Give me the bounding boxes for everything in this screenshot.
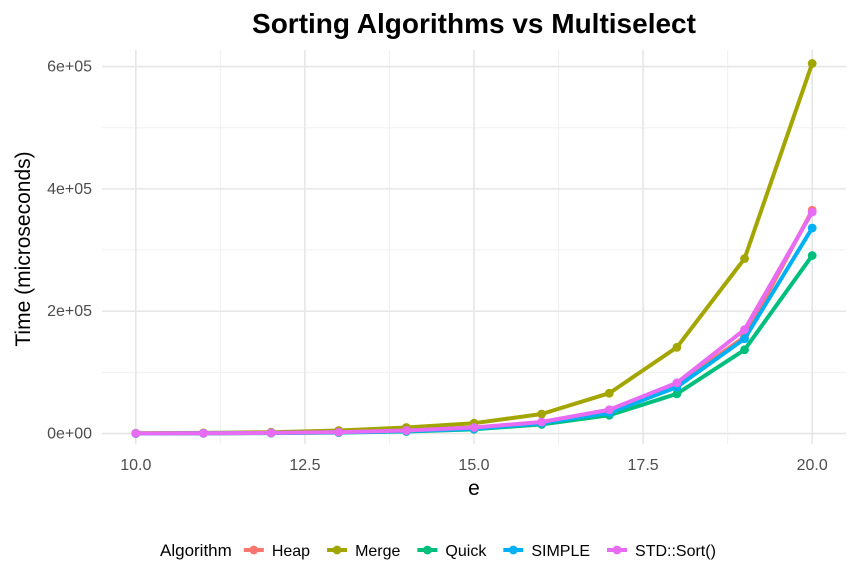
series-layer <box>131 59 817 438</box>
tick-layer: 10.0 12.5 15.0 17.5 20.0 0e+00 2e+05 4e+05 6e+05 <box>47 59 828 474</box>
y-tick-label: 4e+05 <box>47 181 92 198</box>
x-tick-label: 15.0 <box>458 457 489 474</box>
legend-label: STD::Sort() <box>635 543 716 560</box>
legend-label: Merge <box>355 543 400 560</box>
data-point-simple <box>807 223 817 233</box>
legend-item-heap: Heap <box>243 543 310 560</box>
data-point-std-sort <box>266 428 276 438</box>
data-point-merge <box>740 254 749 264</box>
legend-item-quick: Quick <box>417 543 487 560</box>
data-point-std-sort <box>469 423 479 432</box>
legend-label: Heap <box>272 543 310 560</box>
data-point-std-sort <box>401 426 411 435</box>
legend-label: SIMPLE <box>531 543 590 560</box>
x-tick-label: 20.0 <box>797 457 828 474</box>
legend: Algorithm Heap Merge Quick SIMPLE STD::Sort(… <box>160 541 716 560</box>
data-point-std-sort <box>740 325 749 334</box>
data-point-quick <box>672 389 682 399</box>
series-std-sort <box>131 207 817 438</box>
legend-key-point <box>332 545 342 555</box>
data-point-std-sort <box>672 378 682 388</box>
x-axis-title: e <box>468 477 480 500</box>
x-tick-label: 17.5 <box>628 457 659 474</box>
y-tick-label: 6e+05 <box>47 59 92 76</box>
data-point-merge <box>807 59 817 68</box>
data-point-std-sort <box>334 427 344 437</box>
legend-label: Quick <box>445 543 487 560</box>
x-tick-label: 12.5 <box>289 457 320 474</box>
legend-item-merge: Merge <box>327 543 401 560</box>
data-point-std-sort <box>807 207 817 217</box>
y-tick-label: 0e+00 <box>47 426 92 443</box>
legend-key-point <box>508 545 518 555</box>
y-axis-title: Time (microseconds) <box>12 151 35 346</box>
data-point-std-sort <box>604 405 614 415</box>
chart-title: Sorting Algorithms vs Multiselect <box>252 8 696 39</box>
data-point-quick <box>740 345 749 355</box>
grid-layer <box>102 50 846 444</box>
legend-key-point <box>249 545 259 555</box>
data-point-merge <box>537 409 547 419</box>
y-tick-label: 2e+05 <box>47 303 92 320</box>
data-point-std-sort <box>537 417 547 427</box>
data-point-quick <box>807 251 817 260</box>
data-point-std-sort <box>199 428 208 438</box>
x-tick-label: 10.0 <box>120 457 151 474</box>
legend-item-std-sort: STD::Sort() <box>607 543 716 560</box>
data-point-simple <box>740 334 749 344</box>
legend-key-point <box>423 545 432 555</box>
legend-title: Algorithm <box>160 541 232 560</box>
legend-key-point <box>612 545 622 555</box>
data-point-merge <box>604 388 614 398</box>
legend-item-simple: SIMPLE <box>503 543 590 560</box>
data-point-merge <box>672 342 682 352</box>
data-point-std-sort <box>131 429 141 438</box>
